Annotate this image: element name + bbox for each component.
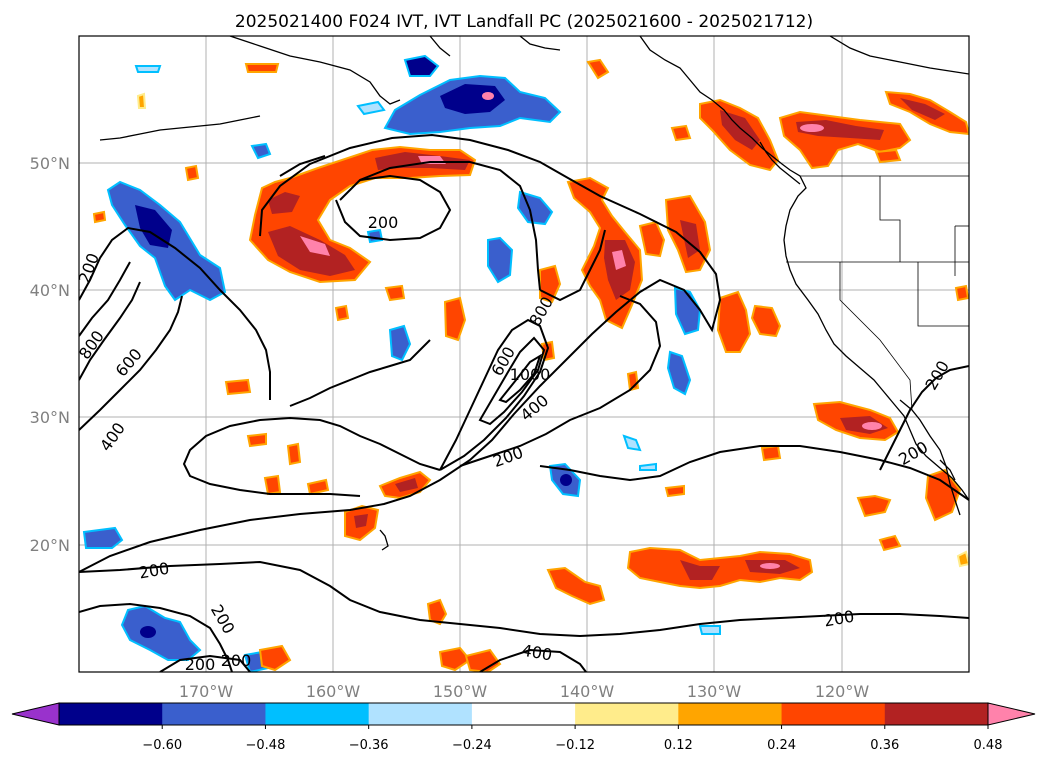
gulf-of-alaska-pink-spot (482, 92, 494, 100)
pnw-patch-5 (670, 124, 692, 142)
tropical-band-patch (626, 546, 814, 590)
small-blue-patch-f (134, 65, 162, 73)
small-blue-patch-e (622, 434, 642, 452)
state-borders (786, 175, 969, 411)
subtropical-patch-11 (306, 478, 330, 496)
tropical-patch-8 (184, 164, 200, 182)
lon-label: 170°W (179, 682, 234, 701)
ivt-contours (79, 133, 969, 672)
lon-label: 140°W (560, 682, 615, 701)
lon-label: 160°W (306, 682, 361, 701)
colorbar-segment (162, 703, 266, 725)
colorbar-segment (781, 703, 886, 725)
colorbar-tick-label: 0.36 (870, 738, 899, 753)
map-title: 2025021400 F024 IVT, IVT Landfall PC (20… (235, 12, 813, 32)
map-panel: 200 200 800 600 400 200 200 200 800 600 … (78, 35, 970, 674)
tropical-patch-9 (664, 484, 685, 498)
western-dark-blue-core (135, 205, 172, 248)
lat-label: 20°N (30, 536, 70, 555)
lat-label: 30°N (30, 408, 70, 427)
pnw-patch-4 (874, 148, 902, 164)
tropical-band-patch-2 (546, 566, 606, 606)
cyclone-arc-left-core (268, 192, 300, 214)
colorbar-segment (59, 703, 163, 725)
colorbar-tick-label: 0.12 (664, 738, 693, 753)
gridlines (79, 36, 969, 672)
contour-label: 1000 (510, 365, 551, 384)
colorbar-segment (265, 703, 370, 725)
east-arc-patch-3 (638, 220, 666, 258)
small-blue-patch-b (356, 100, 386, 116)
colorbar-segment (575, 703, 679, 725)
lat-label: 40°N (30, 281, 70, 300)
lon-label: 150°W (433, 682, 488, 701)
tropical-patch-7 (92, 210, 107, 224)
negative-pc-patches (82, 54, 721, 672)
small-blue-patch-c (403, 54, 440, 77)
central-blue-patch-3 (673, 286, 702, 336)
latitude-labels: 50°N 40°N 30°N 20°N (30, 154, 70, 555)
contour-label: 200 (185, 655, 216, 674)
colorbar-tick-label: −0.60 (142, 738, 182, 753)
subtropical-patch-5 (878, 534, 902, 552)
central-blue-patch-2 (487, 236, 514, 284)
colorbar-tick-label: −0.36 (349, 738, 389, 753)
colorbar-segment (884, 703, 989, 725)
colorbar-segment (678, 703, 783, 725)
tropical-patch-3 (426, 598, 448, 626)
southwest-blue-patch (82, 526, 124, 549)
small-blue-patch-a (250, 142, 272, 160)
contour-label: 200 (368, 213, 399, 232)
lon-label: 120°W (815, 682, 870, 701)
offshore-patch-1 (716, 290, 752, 353)
subtropical-patch-4 (924, 468, 962, 522)
tropical-patch-4 (438, 646, 472, 672)
tropical-patch-10 (956, 550, 969, 568)
colorbar-tick-label: −0.24 (452, 738, 492, 753)
coastlines (99, 36, 969, 551)
colorbar: −0.60 −0.48 −0.36 −0.24 −0.12 0.12 0.24 0.36 0.4… (11, 702, 1036, 753)
subtropical-patch-7 (224, 378, 252, 396)
tropical-patch-6 (258, 644, 292, 672)
colorbar-extend-right (987, 702, 1036, 726)
gulf-of-alaska-dark-blue-core (440, 84, 505, 114)
southwest-blue-patch-2 (120, 604, 202, 661)
small-blue-patch-g (698, 625, 721, 635)
pnw-patch-7 (244, 63, 280, 73)
colorbar-segment (368, 703, 473, 725)
map-frame (78, 35, 970, 673)
offshore-patch-2 (750, 304, 782, 338)
tropical-patch-11 (954, 284, 969, 302)
colorbar-tick-label: −0.48 (246, 738, 286, 753)
colorbar-tick-label: −0.12 (555, 738, 595, 753)
pnw-patch-6 (586, 58, 610, 80)
colorbar-segment (471, 703, 576, 725)
pnw-patch-8 (136, 92, 147, 109)
subtropical-patch-3 (856, 494, 892, 518)
subtropical-patch-6 (760, 444, 782, 462)
colorbar-extend-left (11, 702, 60, 726)
tropical-patch-5 (464, 648, 502, 672)
positive-pc-patches (92, 58, 969, 672)
subtropical-patch-8 (246, 432, 267, 448)
longitude-labels: 170°W 160°W 150°W 140°W 130°W 120°W (179, 682, 870, 701)
contour-label: 200 (221, 651, 252, 670)
central-blue-patch-5 (388, 324, 412, 362)
subtropical-patch-9 (286, 442, 302, 466)
lon-label: 130°W (687, 682, 742, 701)
small-blue-patch-h (639, 462, 657, 471)
central-blue-patch-4 (666, 350, 692, 396)
lat-label: 50°N (30, 154, 70, 173)
colorbar-tick-label: 0.24 (767, 738, 796, 753)
subtropical-patch-10 (263, 474, 282, 496)
colorbar-tick-label: 0.48 (974, 738, 1003, 753)
